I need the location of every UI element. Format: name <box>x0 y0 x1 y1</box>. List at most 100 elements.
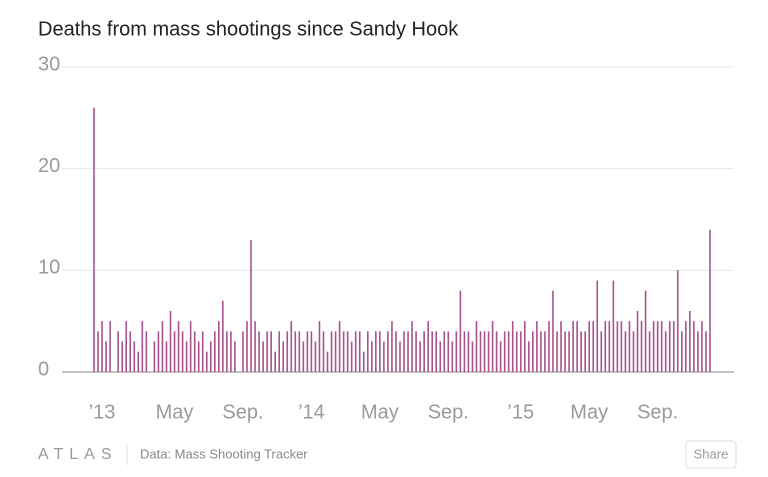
x-tick-label: ’15 <box>507 401 534 423</box>
bar <box>560 321 562 372</box>
share-label[interactable]: Share <box>694 446 729 461</box>
bar <box>278 331 281 372</box>
bar <box>487 331 490 372</box>
bar <box>270 331 272 372</box>
bar <box>455 331 458 372</box>
bar <box>306 331 309 372</box>
source: Data: Mass Shooting Tracker <box>140 446 308 461</box>
bar <box>415 331 417 372</box>
bar <box>612 280 615 372</box>
bar <box>177 321 180 372</box>
bar <box>350 341 353 372</box>
y-tick-label: 30 <box>38 53 60 75</box>
bar <box>511 321 514 372</box>
bar <box>121 341 123 372</box>
bar <box>540 331 542 372</box>
bar <box>652 321 655 372</box>
bar <box>564 331 566 372</box>
bar <box>173 331 176 372</box>
bar <box>137 351 140 372</box>
bar <box>298 331 301 372</box>
bar <box>628 321 631 372</box>
bar <box>129 331 132 372</box>
bar <box>145 331 148 372</box>
bar <box>668 321 671 372</box>
bar <box>230 331 232 372</box>
bar <box>519 331 522 372</box>
bar <box>548 321 550 372</box>
bar <box>475 321 478 372</box>
bar <box>226 331 228 372</box>
bar <box>366 331 369 372</box>
bar <box>576 321 578 372</box>
bar <box>371 341 373 372</box>
bar <box>676 270 679 372</box>
bar <box>467 331 470 372</box>
bar <box>681 331 683 372</box>
bar <box>185 341 188 372</box>
chart-title: Deaths from mass shootings since Sandy H… <box>38 18 459 40</box>
bar <box>568 331 570 372</box>
x-tick-label: ’13 <box>89 401 116 423</box>
bar <box>536 321 538 372</box>
bar <box>532 331 534 372</box>
bar <box>141 321 144 372</box>
bar <box>580 331 582 372</box>
bar <box>705 331 707 372</box>
bar <box>411 321 413 372</box>
bar <box>435 331 438 372</box>
bar <box>701 321 703 372</box>
bar <box>354 331 357 372</box>
bar <box>479 331 482 372</box>
bar <box>689 311 691 372</box>
bar <box>294 331 297 372</box>
bar <box>201 331 204 372</box>
bar <box>632 331 635 372</box>
x-tick-label: Sep. <box>637 401 678 423</box>
bar <box>685 321 687 372</box>
bar <box>290 321 293 372</box>
bar <box>322 331 325 372</box>
share-button[interactable] <box>685 440 737 469</box>
bar <box>274 351 276 372</box>
bar <box>499 341 502 372</box>
bar <box>431 331 433 372</box>
bar <box>302 341 305 372</box>
bar <box>423 331 425 372</box>
bar <box>262 341 264 372</box>
bar <box>491 321 494 372</box>
bar <box>451 341 454 372</box>
x-tick-label: Sep. <box>222 401 263 423</box>
bar <box>383 341 385 372</box>
bar <box>133 341 136 372</box>
bar <box>471 341 474 372</box>
bar <box>556 331 558 372</box>
bar <box>495 331 498 372</box>
bar <box>387 331 389 372</box>
bar <box>427 321 429 372</box>
bar <box>282 341 285 372</box>
bar <box>572 321 574 372</box>
bar <box>419 341 421 372</box>
bar <box>197 341 200 372</box>
bar <box>391 321 393 372</box>
bar <box>193 331 196 372</box>
bar <box>246 321 248 372</box>
bar <box>439 341 442 372</box>
bar <box>314 341 317 372</box>
bar <box>330 331 333 372</box>
bar <box>222 300 224 372</box>
bar <box>254 321 256 372</box>
bar <box>483 331 486 372</box>
bar <box>358 331 361 372</box>
bar <box>399 341 401 372</box>
bar <box>189 321 192 372</box>
bar <box>620 321 623 372</box>
bar <box>604 321 607 372</box>
bar <box>592 321 595 372</box>
bar <box>125 321 128 372</box>
bar <box>250 239 252 372</box>
bar <box>334 331 337 372</box>
bar <box>375 331 377 372</box>
